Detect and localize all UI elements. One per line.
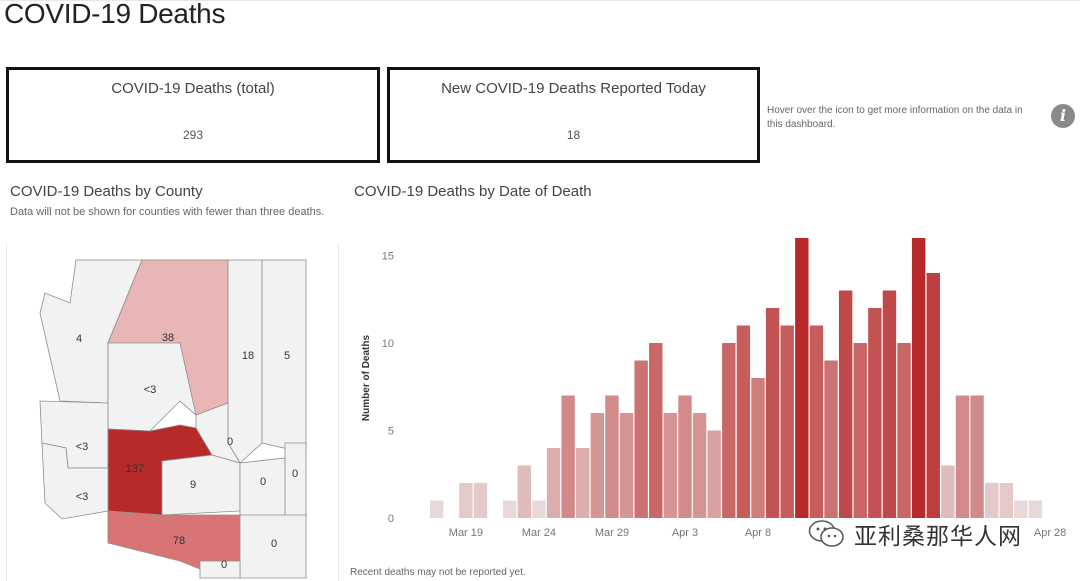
x-tick-label: Apr 3 (672, 527, 698, 539)
bar-apr-17[interactable] (882, 290, 897, 519)
bar-apr-26[interactable] (1014, 500, 1028, 519)
county-shape[interactable] (239, 457, 286, 519)
bar-apr-18[interactable] (897, 343, 911, 518)
bar-mar-29[interactable] (605, 395, 619, 519)
deaths-by-date-chart: Number of Deaths 0 5 10 15 Mar 19 Mar 24 Mar 29… (361, 238, 1066, 539)
county-label: 0 (227, 436, 233, 448)
county-label: 9 (190, 479, 196, 491)
county-label: 78 (173, 535, 185, 547)
bar-mar-19[interactable] (459, 483, 473, 518)
bar-apr-25[interactable] (999, 483, 1013, 518)
bar-apr-8[interactable] (751, 378, 765, 518)
y-tick-label: 5 (388, 426, 394, 438)
kpi-total-deaths: COVID-19 Deaths (total) 293 (6, 67, 380, 163)
bar-apr-12[interactable] (809, 325, 824, 519)
county-label: 137 (126, 463, 144, 475)
bar-apr-3[interactable] (678, 395, 692, 519)
county-label: 38 (162, 332, 174, 344)
bar-apr-21[interactable] (941, 465, 955, 519)
bar-apr-15[interactable] (853, 343, 867, 518)
bar-apr-27[interactable] (1028, 500, 1043, 519)
bar-mar-31[interactable] (634, 360, 648, 519)
bar-apr-7[interactable] (736, 325, 751, 519)
arizona-county-map: 4 38 18 5 <3 <3 137 0 9 <3 0 0 78 0 0 (39, 259, 307, 579)
kpi-total-label: COVID-19 Deaths (total) (111, 80, 275, 97)
county-label: <3 (76, 491, 89, 503)
kpi-today-label: New COVID-19 Deaths Reported Today (441, 80, 706, 97)
county-map-frame (6, 243, 339, 581)
county-map-note: Data will not be shown for counties with… (10, 206, 325, 218)
bar-mar-22[interactable] (503, 500, 517, 519)
bar-apr-4[interactable] (692, 413, 707, 518)
info-hint-text: Hover over the icon to get more informat… (767, 105, 1023, 130)
bar-apr-19[interactable] (911, 238, 926, 518)
wechat-icon (808, 519, 846, 549)
page-title: COVID-19 Deaths (4, 0, 226, 29)
top-divider (0, 0, 1080, 1)
county-label: 5 (284, 350, 290, 362)
bar-mar-20[interactable] (473, 483, 488, 518)
bar-mar-24[interactable] (532, 500, 546, 519)
bar-apr-5[interactable] (707, 430, 721, 519)
x-tick-label: Mar 24 (522, 527, 556, 539)
kpi-new-deaths-today: New COVID-19 Deaths Reported Today 18 (387, 67, 760, 163)
kpi-today-value: 18 (566, 128, 581, 142)
county-label: 4 (76, 333, 82, 345)
bar-mar-23[interactable] (517, 465, 532, 519)
kpi-total-value: 293 (182, 128, 204, 142)
county-label: 0 (221, 559, 227, 571)
bar-mar-28[interactable] (590, 413, 605, 518)
county-label: <3 (144, 384, 157, 396)
county-shape[interactable] (199, 560, 241, 579)
info-icon[interactable]: i (1051, 104, 1075, 128)
y-tick-label: 15 (382, 251, 394, 263)
county-map-title: COVID-19 Deaths by County (10, 183, 203, 200)
bar-apr-24[interactable] (984, 483, 999, 518)
bar-mar-27[interactable] (576, 448, 590, 518)
y-tick-label: 0 (388, 513, 394, 525)
bar-mar-25[interactable] (546, 448, 561, 518)
watermark: 亚利桑那华人网 (808, 517, 1022, 551)
bar-apr-11[interactable] (795, 238, 809, 518)
bar-apr-13[interactable] (824, 360, 838, 519)
bar-mar-17[interactable] (430, 500, 444, 519)
x-tick-label: Mar 19 (449, 527, 483, 539)
bar-mar-26[interactable] (561, 395, 575, 519)
y-axis-title: Number of Deaths (361, 335, 372, 422)
county-shape[interactable] (161, 454, 241, 516)
county-label: 18 (242, 350, 254, 362)
x-tick-label: Apr 8 (745, 527, 771, 539)
bar-apr-14[interactable] (838, 290, 853, 519)
watermark-text: 亚利桑那华人网 (854, 523, 1022, 549)
county-label: 0 (292, 468, 298, 480)
bar-apr-6[interactable] (722, 343, 736, 518)
date-chart-title: COVID-19 Deaths by Date of Death (354, 183, 592, 200)
chart-footnote: Recent deaths may not be reported yet. (350, 567, 526, 578)
bar-apr-22[interactable] (955, 395, 970, 519)
bar-apr-23[interactable] (970, 395, 984, 519)
county-shape[interactable] (239, 514, 307, 579)
county-label: 0 (260, 476, 266, 488)
county-shape[interactable] (41, 442, 109, 520)
county-label: 0 (271, 538, 277, 550)
county-shape[interactable] (284, 442, 307, 519)
bar-apr-1[interactable] (649, 343, 663, 518)
bar-apr-16[interactable] (868, 308, 882, 518)
y-tick-label: 10 (382, 338, 394, 350)
bar-apr-10[interactable] (780, 325, 794, 519)
bar-mar-30[interactable] (619, 413, 634, 518)
bar-apr-9[interactable] (765, 308, 780, 518)
bar-apr-20[interactable] (926, 273, 940, 518)
county-label: <3 (76, 441, 89, 453)
x-tick-label: Mar 29 (595, 527, 629, 539)
bar-apr-2[interactable] (663, 413, 678, 518)
x-tick-label: Apr 28 (1034, 527, 1066, 539)
